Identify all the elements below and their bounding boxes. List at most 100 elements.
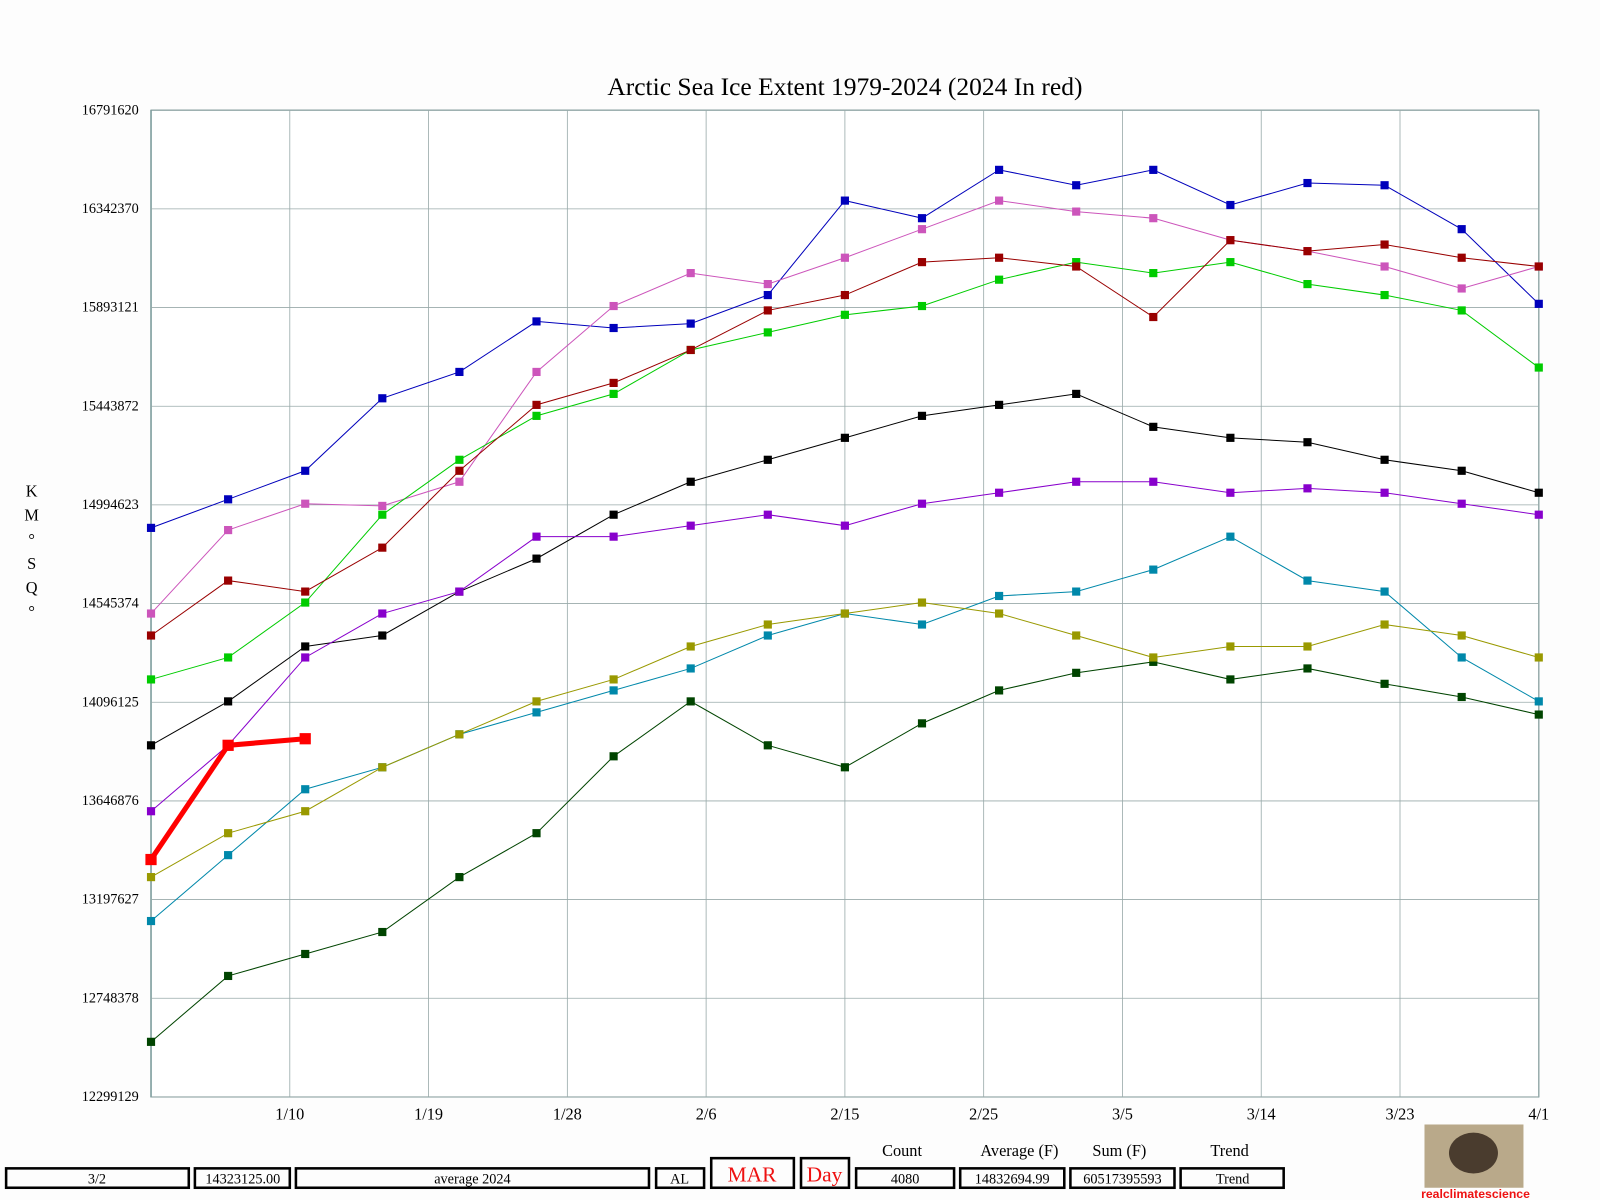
- data-point: [1457, 306, 1466, 315]
- data-point: [146, 807, 156, 816]
- month-button[interactable]: [709, 1156, 796, 1190]
- y-tick-label: 15893121: [82, 300, 139, 316]
- data-point: [1226, 200, 1235, 210]
- data-point: [378, 510, 387, 519]
- unit-text: Day: [807, 1163, 843, 1187]
- data-point: [1149, 165, 1158, 174]
- data-point: [1380, 181, 1389, 190]
- data-point: [1380, 488, 1389, 497]
- data-point: [1534, 488, 1543, 497]
- data-point: [1072, 668, 1081, 677]
- stat-header: Sum (F): [1092, 1141, 1146, 1160]
- data-point: [1534, 363, 1543, 372]
- data-point: [686, 477, 695, 486]
- data-point: [378, 543, 387, 552]
- data-point: [146, 631, 156, 640]
- data-point: [301, 466, 310, 475]
- data-point: [686, 521, 695, 530]
- data-point: [840, 196, 849, 205]
- mode-field[interactable]: [294, 1167, 651, 1190]
- x-tick-label: 4/1: [1528, 1104, 1549, 1123]
- region-text: AL: [670, 1172, 689, 1188]
- data-point: [146, 741, 156, 750]
- x-tick-label: 3/5: [1112, 1104, 1133, 1123]
- data-point: [609, 686, 618, 695]
- unit-button[interactable]: [799, 1156, 851, 1190]
- data-point: [1226, 258, 1235, 267]
- data-point: [1303, 279, 1312, 289]
- data-point: [224, 525, 233, 535]
- data-point: [686, 345, 695, 355]
- data-point: [455, 587, 464, 596]
- data-point: [1226, 642, 1235, 651]
- data-point: [224, 851, 233, 860]
- data-point: [532, 367, 541, 377]
- data-point: [1534, 710, 1543, 719]
- data-point: [763, 279, 772, 289]
- stat-field: [1069, 1167, 1176, 1190]
- data-point: [686, 269, 695, 278]
- logo: realclimatescience: [1421, 1124, 1530, 1200]
- data-point: [1303, 178, 1312, 188]
- data-point: [1072, 181, 1081, 190]
- data-point: [145, 853, 157, 866]
- data-point: [455, 730, 464, 739]
- y-tick-label: 15443872: [82, 398, 139, 414]
- data-point: [1380, 587, 1389, 596]
- data-point: [301, 949, 310, 959]
- data-point: [1457, 692, 1466, 702]
- data-point: [1149, 312, 1158, 322]
- data-point: [995, 196, 1004, 205]
- data-point: [1380, 290, 1389, 300]
- data-point: [301, 785, 310, 794]
- data-point: [1457, 466, 1466, 475]
- grid: 12299129 12748378 13197627 13646876 14096125…: [82, 102, 1549, 1123]
- data-point: [840, 609, 849, 618]
- stat-field: [854, 1167, 956, 1190]
- data-point: [224, 697, 233, 706]
- logo-text: realclimatescience: [1421, 1187, 1530, 1200]
- y-tick-label: 12299129: [82, 1089, 139, 1105]
- x-tick-label: 1/28: [553, 1104, 582, 1123]
- data-point: [917, 301, 927, 311]
- data-point: [378, 501, 387, 510]
- data-point: [455, 466, 464, 475]
- date-field[interactable]: [4, 1167, 191, 1190]
- value-field[interactable]: [193, 1167, 292, 1190]
- data-point: [299, 733, 311, 745]
- data-point: [995, 488, 1004, 497]
- data-point: [301, 807, 310, 816]
- y-tick-label: 14545374: [82, 596, 139, 612]
- data-point: [917, 214, 927, 223]
- data-point: [378, 927, 387, 937]
- data-point: [609, 532, 618, 541]
- data-point: [1534, 262, 1543, 271]
- data-point: [455, 367, 464, 377]
- data-point: [763, 455, 772, 464]
- stat-value: Trend: [1216, 1172, 1250, 1188]
- data-point: [917, 411, 927, 420]
- region-field[interactable]: [654, 1167, 706, 1190]
- data-point: [1380, 455, 1389, 464]
- data-point: [1534, 653, 1543, 662]
- y-tick-label: 16791620: [82, 102, 139, 118]
- data-point: [1534, 510, 1543, 519]
- stat-field[interactable]: [1179, 1167, 1285, 1190]
- data-point: [840, 310, 849, 319]
- data-point: [1226, 675, 1235, 684]
- data-point: [301, 598, 310, 607]
- data-point: [1226, 532, 1235, 541]
- data-point: [1457, 499, 1466, 508]
- mode-text: average 2024: [434, 1172, 510, 1188]
- data-point: [1149, 657, 1158, 666]
- x-tick-label: 3/23: [1385, 1104, 1414, 1123]
- data-point: [1072, 477, 1081, 486]
- data-point: [455, 873, 464, 882]
- date-text: 3/2: [88, 1172, 106, 1188]
- x-tick-label: 2/15: [830, 1104, 859, 1123]
- data-point: [224, 971, 233, 981]
- data-point: [532, 697, 541, 706]
- controls: [4, 1156, 1285, 1190]
- data-point: [609, 301, 618, 311]
- data-point: [1072, 389, 1081, 398]
